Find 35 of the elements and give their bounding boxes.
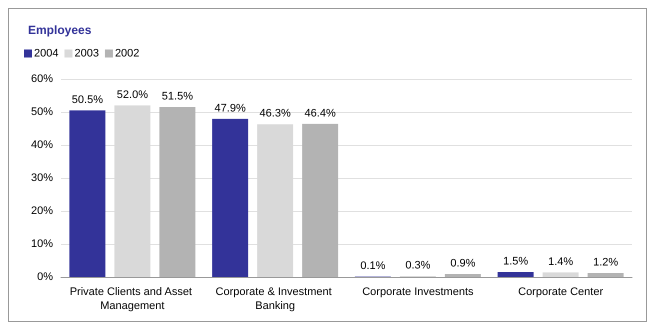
- bar: [498, 272, 534, 277]
- x-tick-label: Corporate Center: [518, 286, 604, 298]
- legend-label: 2003: [74, 48, 99, 60]
- y-tick-label: 10%: [30, 238, 54, 250]
- bar: [69, 110, 106, 277]
- data-label: 0.1%: [360, 260, 386, 272]
- bar: [212, 118, 248, 277]
- chart-title: Employees: [28, 23, 92, 37]
- data-label: 1.2%: [593, 256, 618, 269]
- y-tick-label: 40%: [30, 139, 54, 151]
- x-tick-label: Corporate Investments: [362, 286, 474, 298]
- y-tick-label: 0%: [37, 271, 54, 283]
- x-tick-label: Private Clients and Asset Management: [70, 286, 196, 312]
- data-label: 47.9%: [214, 102, 246, 114]
- y-tick-label: 30%: [30, 172, 54, 184]
- data-label: 46.3%: [260, 108, 291, 120]
- x-tick-label: Corporate & Investment Banking: [216, 286, 335, 312]
- data-label: 0.3%: [405, 260, 431, 272]
- bar: [542, 272, 579, 277]
- data-label: 1.4%: [548, 256, 574, 268]
- data-label: 51.5%: [162, 90, 194, 103]
- data-label: 46.4%: [304, 107, 336, 120]
- y-tick-label: 60%: [30, 73, 54, 85]
- data-label: 0.9%: [450, 258, 476, 270]
- y-tick-label: 20%: [30, 205, 54, 217]
- legend-label: 2004: [34, 48, 58, 60]
- legend-label: 2002: [114, 48, 140, 60]
- data-label: 1.5%: [503, 256, 528, 268]
- bar: [444, 274, 481, 277]
- data-label: 50.5%: [72, 94, 104, 106]
- bar: [588, 273, 624, 277]
- data-label: 52.0%: [116, 88, 148, 101]
- bar: [302, 124, 338, 277]
- bar: [159, 107, 196, 277]
- y-tick-label: 50%: [30, 106, 54, 118]
